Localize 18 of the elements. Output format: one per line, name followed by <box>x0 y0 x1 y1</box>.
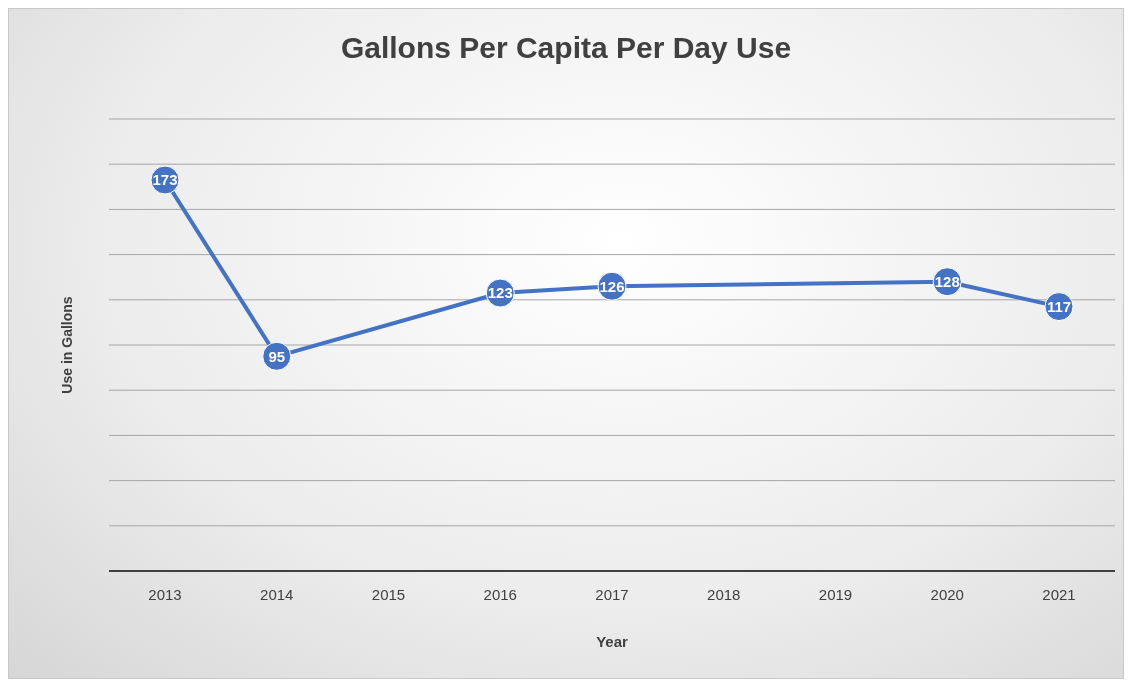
x-tick-label: 2013 <box>148 585 182 603</box>
x-tick-label: 2017 <box>595 585 629 603</box>
x-tick-label: 2021 <box>1042 585 1076 603</box>
y-axis-title: Use in Gallons <box>58 296 75 394</box>
x-tick-label: 2018 <box>707 585 741 603</box>
data-label: 173 <box>152 171 178 189</box>
data-label: 123 <box>487 284 513 302</box>
x-tick-label: 2020 <box>930 585 964 603</box>
x-tick-label: 2019 <box>818 585 853 603</box>
x-axis-title: Year <box>596 633 629 650</box>
data-label: 128 <box>934 273 960 291</box>
data-label: 117 <box>1046 297 1072 315</box>
x-tick-label: 2014 <box>260 585 294 603</box>
data-label: 126 <box>599 277 625 295</box>
x-tick-label: 2015 <box>371 585 406 603</box>
data-label: 95 <box>268 347 286 365</box>
chart-title: Gallons Per Capita Per Day Use <box>339 30 793 66</box>
x-tick-label: 2016 <box>483 585 517 603</box>
